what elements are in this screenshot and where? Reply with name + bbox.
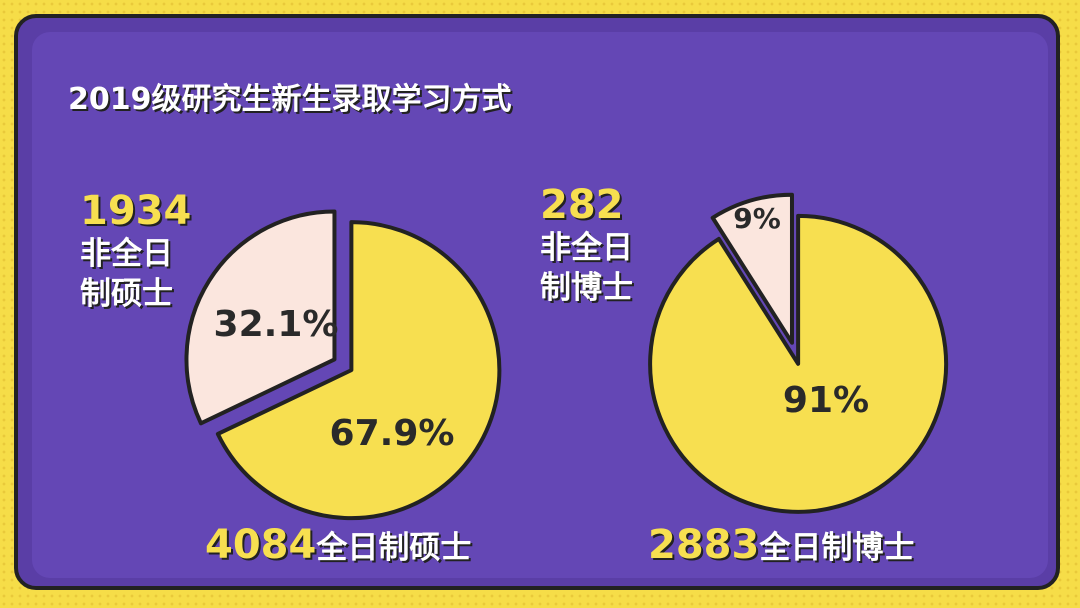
pie-slice — [184, 209, 337, 426]
category-name: 全日制博士 — [759, 530, 915, 566]
pie-slice — [648, 213, 949, 514]
slice-label: 32.1% — [214, 304, 339, 345]
count: 4084 — [205, 522, 317, 568]
pie-slice — [710, 192, 794, 345]
pie-slice — [215, 220, 502, 521]
category-label: 2883 全日制博士 — [648, 522, 914, 568]
category-label: 282 非全日制博士 — [540, 182, 640, 308]
count: 2883 — [648, 522, 760, 568]
count: 1934 — [80, 188, 192, 234]
slice-label: 67.9% — [330, 413, 455, 454]
slice-label: 91% — [783, 380, 869, 421]
title: 2019级研究生新生录取学习方式 — [68, 82, 512, 117]
category-name: 非全日制博士 — [540, 230, 633, 306]
category-label: 1934 非全日制硕士 — [80, 188, 191, 314]
count: 282 — [540, 182, 624, 228]
category-label: 4084 全日制硕士 — [205, 522, 471, 568]
category-name: 全日制硕士 — [316, 530, 472, 566]
slice-label: 9% — [733, 202, 781, 235]
category-name: 非全日制硕士 — [80, 236, 173, 312]
